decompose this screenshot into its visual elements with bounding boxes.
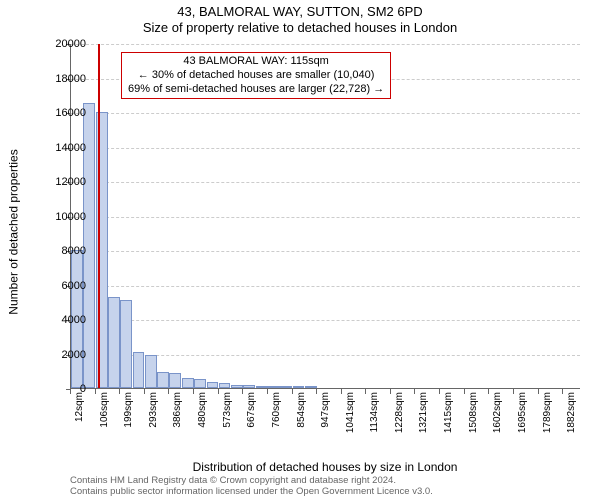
chart-area: 43 BALMORAL WAY: 115sqm← 30% of detached…	[70, 44, 580, 389]
gridline	[71, 148, 580, 149]
histogram-bar	[280, 386, 292, 388]
y-tick-label: 20000	[46, 38, 86, 50]
y-tick-label: 4000	[46, 314, 86, 326]
x-tick-mark	[414, 389, 415, 394]
x-tick-mark	[218, 389, 219, 394]
x-tick-mark	[439, 389, 440, 394]
y-tick-label: 0	[46, 383, 86, 395]
marker-line	[98, 44, 100, 388]
x-tick-label: 1041sqm	[345, 392, 356, 452]
x-tick-label: 1882sqm	[566, 392, 577, 452]
x-tick-label: 480sqm	[197, 392, 208, 452]
credits-line2: Contains public sector information licen…	[70, 487, 580, 498]
histogram-bar	[268, 386, 280, 388]
x-tick-mark	[538, 389, 539, 394]
x-tick-mark	[464, 389, 465, 394]
x-tick-label: 854sqm	[296, 392, 307, 452]
x-tick-mark	[316, 389, 317, 394]
histogram-bar	[108, 297, 120, 388]
x-tick-label: 1695sqm	[517, 392, 528, 452]
x-tick-mark	[292, 389, 293, 394]
x-tick-label: 1508sqm	[468, 392, 479, 452]
gridline	[71, 113, 580, 114]
histogram-bar	[182, 378, 194, 388]
histogram-bar	[293, 386, 305, 388]
gridline	[71, 320, 580, 321]
annotation-line2: ← 30% of detached houses are smaller (10…	[128, 69, 384, 83]
gridline	[71, 251, 580, 252]
x-tick-mark	[365, 389, 366, 394]
y-tick-label: 6000	[46, 280, 86, 292]
histogram-bar	[145, 355, 157, 388]
x-tick-label: 12sqm	[74, 392, 85, 452]
gridline	[71, 286, 580, 287]
annotation-box: 43 BALMORAL WAY: 115sqm← 30% of detached…	[121, 52, 391, 99]
histogram-bar	[207, 382, 219, 388]
x-tick-mark	[119, 389, 120, 394]
x-tick-mark	[341, 389, 342, 394]
x-tick-mark	[144, 389, 145, 394]
y-tick-label: 16000	[46, 107, 86, 119]
y-axis-label: Number of detached properties	[8, 44, 20, 419]
histogram-bar	[133, 352, 145, 388]
x-tick-mark	[513, 389, 514, 394]
gridline	[71, 217, 580, 218]
histogram-bar	[231, 385, 243, 388]
gridline	[71, 44, 580, 45]
x-tick-label: 1789sqm	[542, 392, 553, 452]
x-tick-label: 1415sqm	[443, 392, 454, 452]
x-tick-label: 199sqm	[123, 392, 134, 452]
annotation-line1: 43 BALMORAL WAY: 115sqm	[128, 55, 384, 69]
y-tick-label: 8000	[46, 245, 86, 257]
histogram-bar	[219, 383, 231, 388]
histogram-bar	[194, 379, 206, 388]
x-tick-mark	[168, 389, 169, 394]
x-tick-label: 1602sqm	[492, 392, 503, 452]
y-tick-label: 18000	[46, 73, 86, 85]
credits: Contains HM Land Registry data © Crown c…	[70, 476, 580, 498]
histogram-bar	[256, 386, 268, 388]
plot-area: 43 BALMORAL WAY: 115sqm← 30% of detached…	[70, 44, 580, 419]
x-tick-label: 1134sqm	[369, 392, 380, 452]
chart-title-line2: Size of property relative to detached ho…	[0, 20, 600, 36]
annotation-line3: 69% of semi-detached houses are larger (…	[128, 83, 384, 97]
x-tick-mark	[390, 389, 391, 394]
x-tick-label: 1228sqm	[394, 392, 405, 452]
x-axis-label: Distribution of detached houses by size …	[70, 460, 580, 474]
x-tick-label: 760sqm	[271, 392, 282, 452]
x-tick-label: 1321sqm	[418, 392, 429, 452]
x-tick-mark	[95, 389, 96, 394]
histogram-bar	[169, 373, 181, 388]
x-tick-mark	[488, 389, 489, 394]
x-tick-label: 573sqm	[222, 392, 233, 452]
gridline	[71, 182, 580, 183]
x-tick-mark	[562, 389, 563, 394]
chart-title-line1: 43, BALMORAL WAY, SUTTON, SM2 6PD	[0, 0, 600, 20]
x-tick-label: 293sqm	[148, 392, 159, 452]
y-tick-label: 12000	[46, 176, 86, 188]
histogram-bar	[243, 385, 255, 388]
y-tick-label: 2000	[46, 349, 86, 361]
x-tick-label: 106sqm	[99, 392, 110, 452]
chart-figure: 43, BALMORAL WAY, SUTTON, SM2 6PD Size o…	[0, 0, 600, 500]
histogram-bar	[120, 300, 132, 388]
y-tick-label: 10000	[46, 211, 86, 223]
x-tick-mark	[242, 389, 243, 394]
x-tick-label: 947sqm	[320, 392, 331, 452]
x-tick-label: 667sqm	[246, 392, 257, 452]
y-tick-label: 14000	[46, 142, 86, 154]
histogram-bar	[305, 386, 317, 388]
x-tick-mark	[193, 389, 194, 394]
x-tick-mark	[267, 389, 268, 394]
x-tick-label: 386sqm	[172, 392, 183, 452]
histogram-bar	[157, 372, 169, 388]
